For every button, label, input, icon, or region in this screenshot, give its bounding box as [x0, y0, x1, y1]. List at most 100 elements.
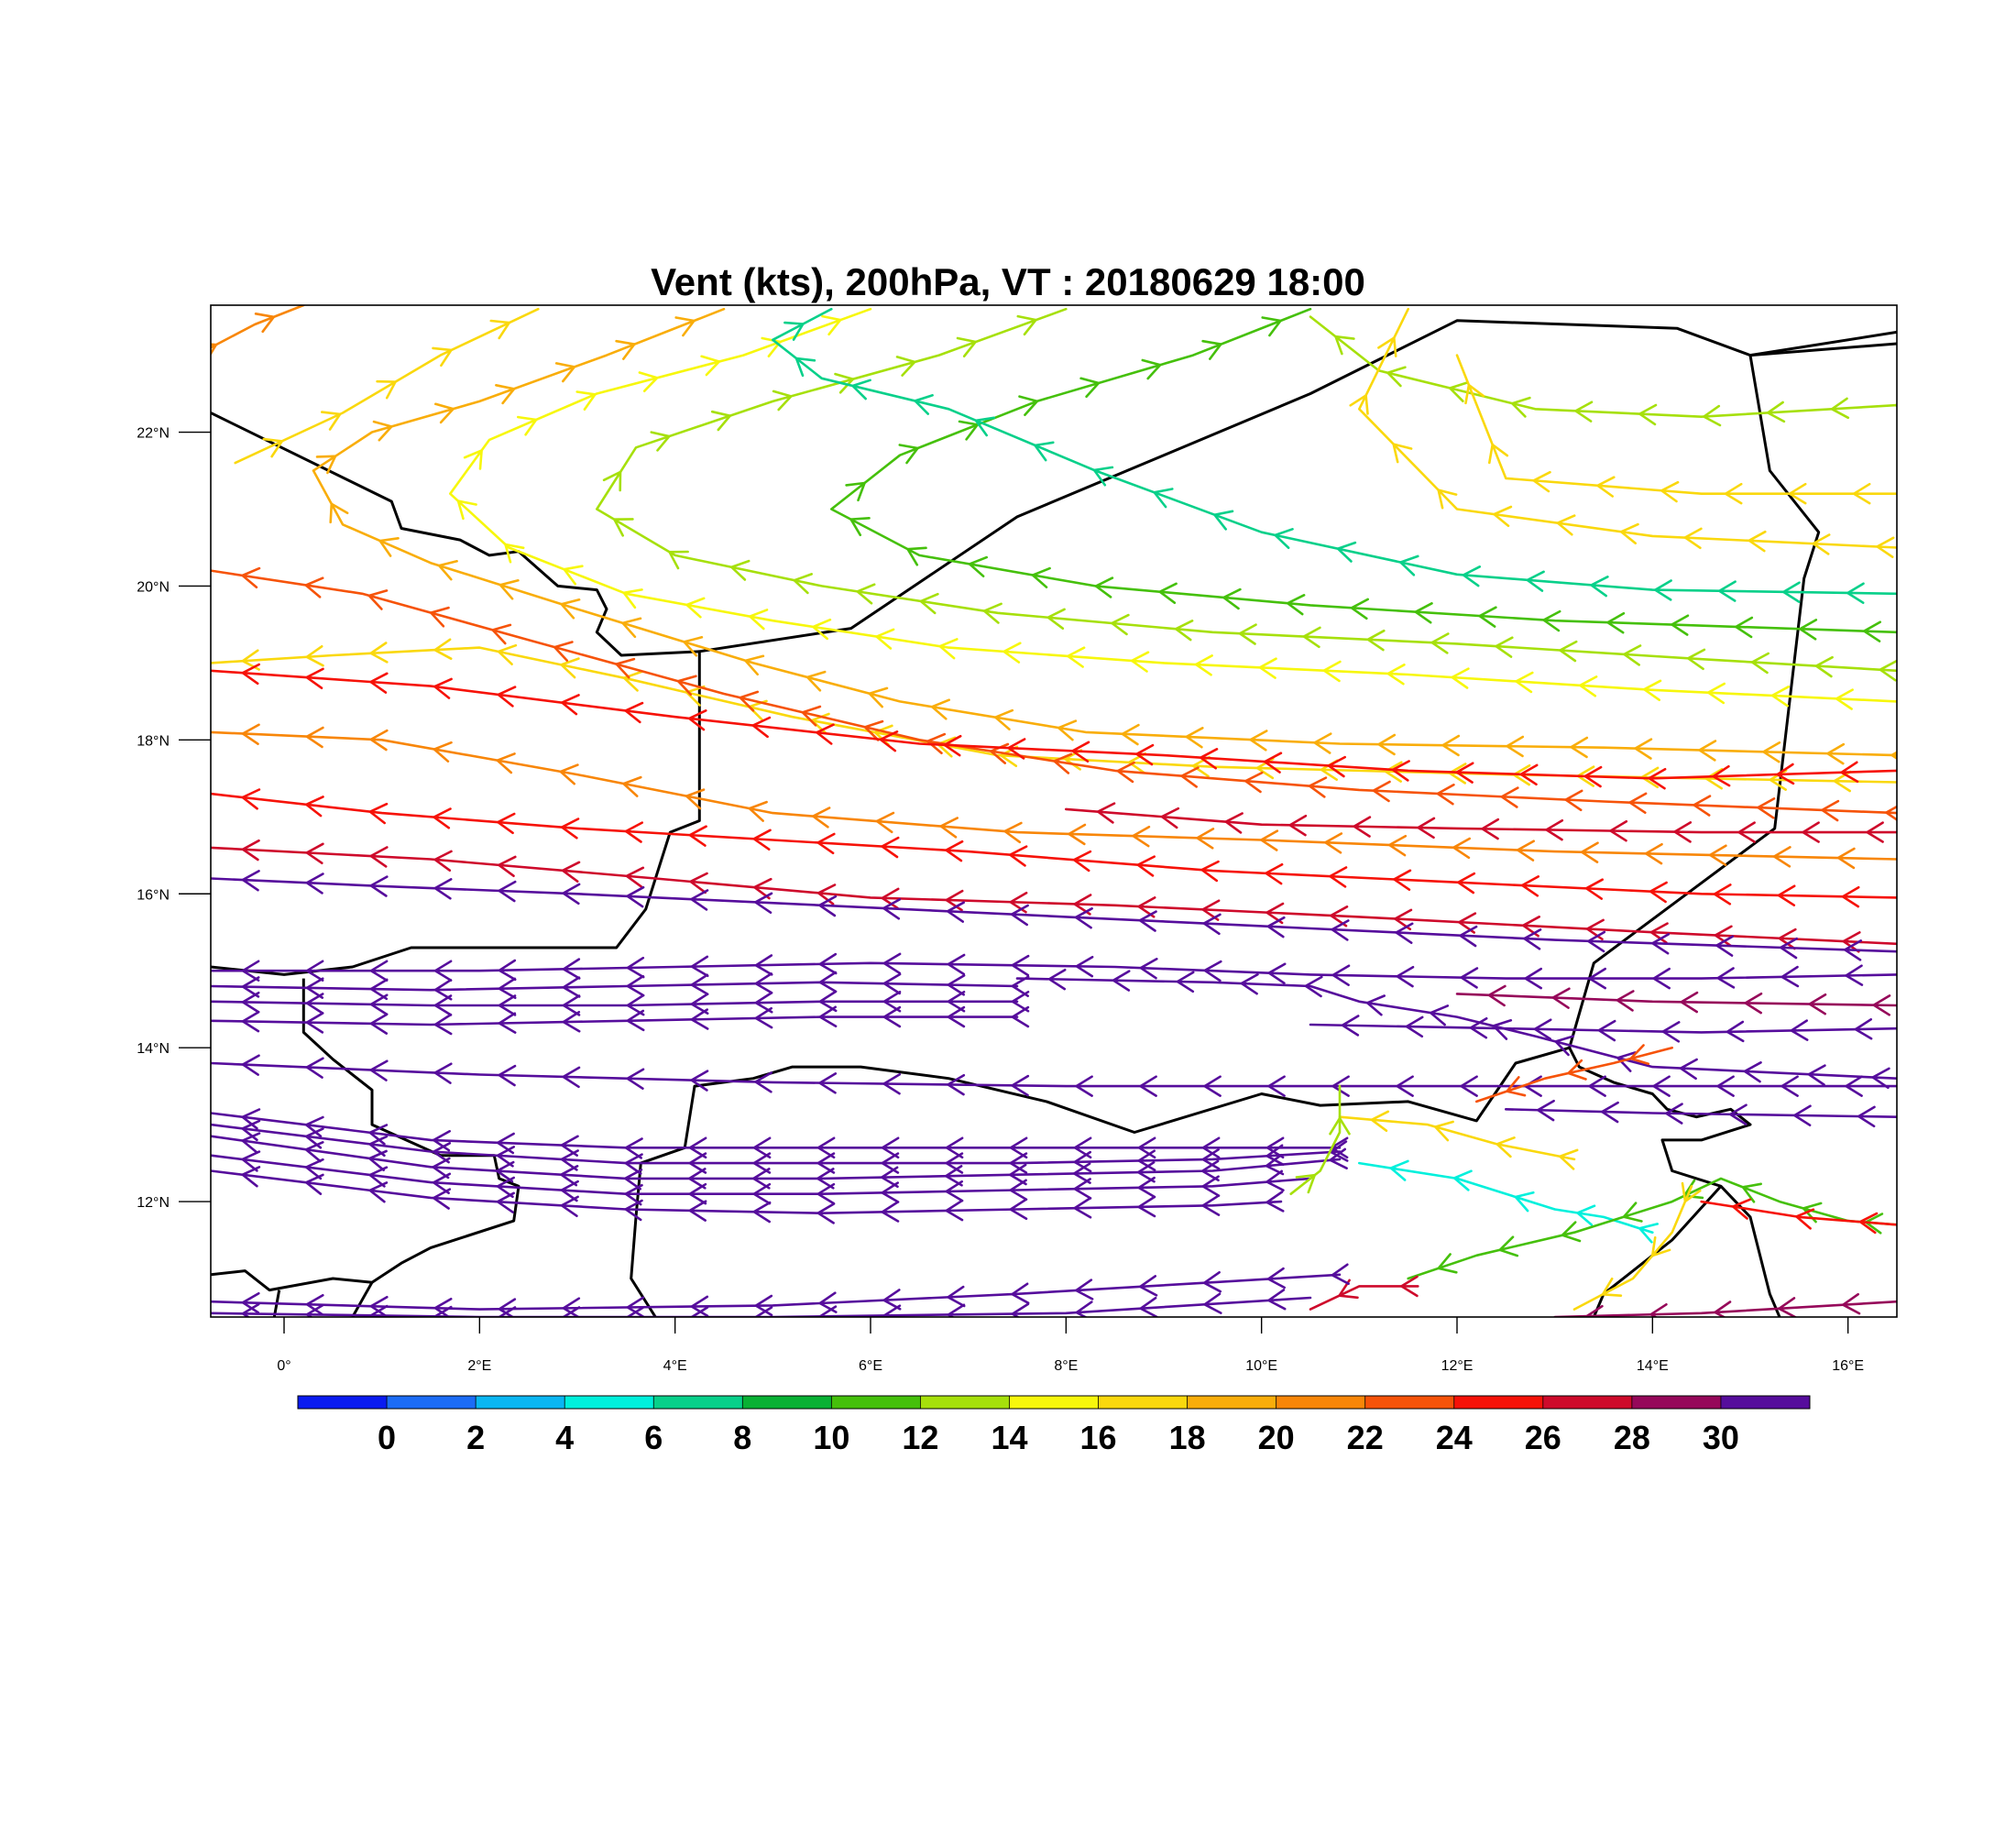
streamline-arrowhead [623, 821, 643, 843]
streamline-arrowhead [368, 875, 389, 897]
streamline [211, 952, 1897, 990]
streamline-arrowhead [1141, 358, 1163, 380]
streamline-arrowhead [1115, 761, 1135, 784]
streamline-arrowhead [1136, 1149, 1156, 1171]
lon-tick-label: 6°E [859, 1358, 882, 1374]
streamline-arrowhead [1072, 1150, 1092, 1173]
streamline-arrowhead [1497, 1235, 1519, 1257]
streamline-arrowhead [1811, 533, 1831, 555]
streamline-path [1065, 807, 1897, 834]
streamline-arrowhead [1525, 570, 1545, 592]
streamline-arrowhead [262, 437, 284, 458]
colorbar-label: 20 [1258, 1419, 1295, 1456]
streamline-arrowhead [1780, 581, 1801, 603]
streamline-arrowhead [1749, 652, 1769, 675]
streamline-arrowhead [1641, 679, 1662, 701]
streamline-arrowhead [561, 994, 581, 1016]
streamline-arrowhead [367, 1181, 389, 1203]
streamline-path [1553, 1300, 1897, 1317]
streamline-arrowhead [1875, 536, 1895, 558]
streamline-arrowhead [495, 752, 516, 774]
streamline-arrowhead [1326, 755, 1346, 778]
streamline-arrowhead [710, 410, 733, 432]
streamline-arrowhead [874, 628, 895, 650]
streamline-arrowhead [431, 1157, 451, 1180]
streamline-arrowhead [761, 336, 783, 357]
streamline-arrowhead [623, 701, 644, 724]
streamline-arrowhead [304, 1303, 324, 1317]
streamline-arrowhead [913, 394, 934, 415]
streamline-arrowhead [1659, 480, 1680, 503]
streamline-arrowhead [1672, 821, 1693, 843]
streamline-arrowhead [1550, 987, 1571, 1009]
streamline-path [211, 877, 1897, 953]
streamline-arrowhead [1835, 847, 1856, 870]
streamline-arrowhead [1136, 1195, 1156, 1218]
streamline-arrowhead [1840, 1292, 1861, 1315]
streamline-arrowhead [1303, 975, 1323, 998]
streamline-arrowhead [497, 1306, 517, 1317]
streamline-arrowhead [1388, 1159, 1409, 1181]
streamline-arrowhead [623, 1137, 643, 1159]
streamline-arrowhead [1839, 761, 1859, 783]
streamline-arrowhead [1780, 1075, 1799, 1097]
streamline-arrowhead [751, 1152, 772, 1174]
streamline [211, 839, 1897, 953]
streamline-arrowhead [1152, 488, 1174, 509]
streamline-arrowhead [747, 609, 769, 631]
streamline-arrowhead [368, 960, 389, 982]
streamline-arrowhead [1329, 1140, 1349, 1162]
streamline-arrowhead [1813, 655, 1834, 678]
streamline-arrowhead [1131, 825, 1151, 848]
streamline-arrowhead [689, 993, 709, 1015]
colorbar-swatch [831, 1396, 921, 1409]
lon-tick-label: 4°E [663, 1358, 687, 1374]
colorbar-label: 22 [1347, 1419, 1384, 1456]
streamline-arrowhead [1265, 902, 1285, 925]
streamline-arrowhead [1193, 654, 1213, 676]
colorbar-swatch [1009, 1396, 1100, 1409]
streamline-arrowhead [1010, 954, 1030, 977]
streamline-arrowhead [495, 384, 517, 405]
streamline-arrowhead [817, 1005, 838, 1027]
streamline-arrowhead [368, 978, 389, 1001]
streamline-arrowhead [1073, 1279, 1094, 1301]
streamline-arrowhead [1583, 878, 1604, 900]
streamline-arrowhead [1072, 894, 1092, 916]
streamline-arrowhead [1797, 619, 1818, 641]
streamline-arrowhead [558, 1165, 579, 1187]
streamline-arrowhead [1056, 719, 1078, 741]
streamline-arrowhead [1730, 1198, 1751, 1220]
streamline-arrowhead [1627, 792, 1648, 814]
lon-tick-label: 16°E [1832, 1358, 1864, 1374]
streamline-arrowhead [1651, 967, 1671, 990]
streamline-arrowhead [752, 892, 773, 914]
colorbar-swatch [1364, 1396, 1455, 1409]
streamline-path [234, 307, 540, 465]
streamline-arrowhead [937, 638, 959, 660]
streamline-arrowhead [1330, 919, 1350, 941]
streamline-arrowhead [1295, 1173, 1317, 1194]
streamline [1289, 1084, 1351, 1195]
streamline-arrowhead [559, 818, 580, 840]
streamline-arrowhead [240, 991, 260, 1014]
streamline-arrowhead [1198, 748, 1219, 770]
lat-tick-label: 14°N [137, 1041, 170, 1057]
streamline-arrowhead [1072, 1178, 1092, 1200]
streamline-arrowhead [1093, 576, 1114, 598]
streamline-arrowhead [898, 444, 920, 465]
streamline-arrowhead [1265, 1191, 1285, 1213]
streamline-arrowhead [1468, 1017, 1488, 1039]
streamline-arrowhead [689, 1306, 709, 1317]
streamline-arrowhead [1670, 614, 1690, 636]
streamline-arrowhead [497, 959, 517, 982]
streamline-arrowhead [496, 643, 518, 665]
streamline-arrowhead [561, 1066, 581, 1089]
streamline-arrowhead [1202, 960, 1222, 982]
streamline-arrowhead [981, 602, 1003, 624]
streamline-arrowhead [700, 355, 722, 377]
streamline-arrowhead [1577, 675, 1598, 697]
streamline-arrowhead [1265, 916, 1286, 938]
colorbar-swatch [387, 1396, 477, 1409]
streamline-arrowhead [456, 499, 477, 521]
